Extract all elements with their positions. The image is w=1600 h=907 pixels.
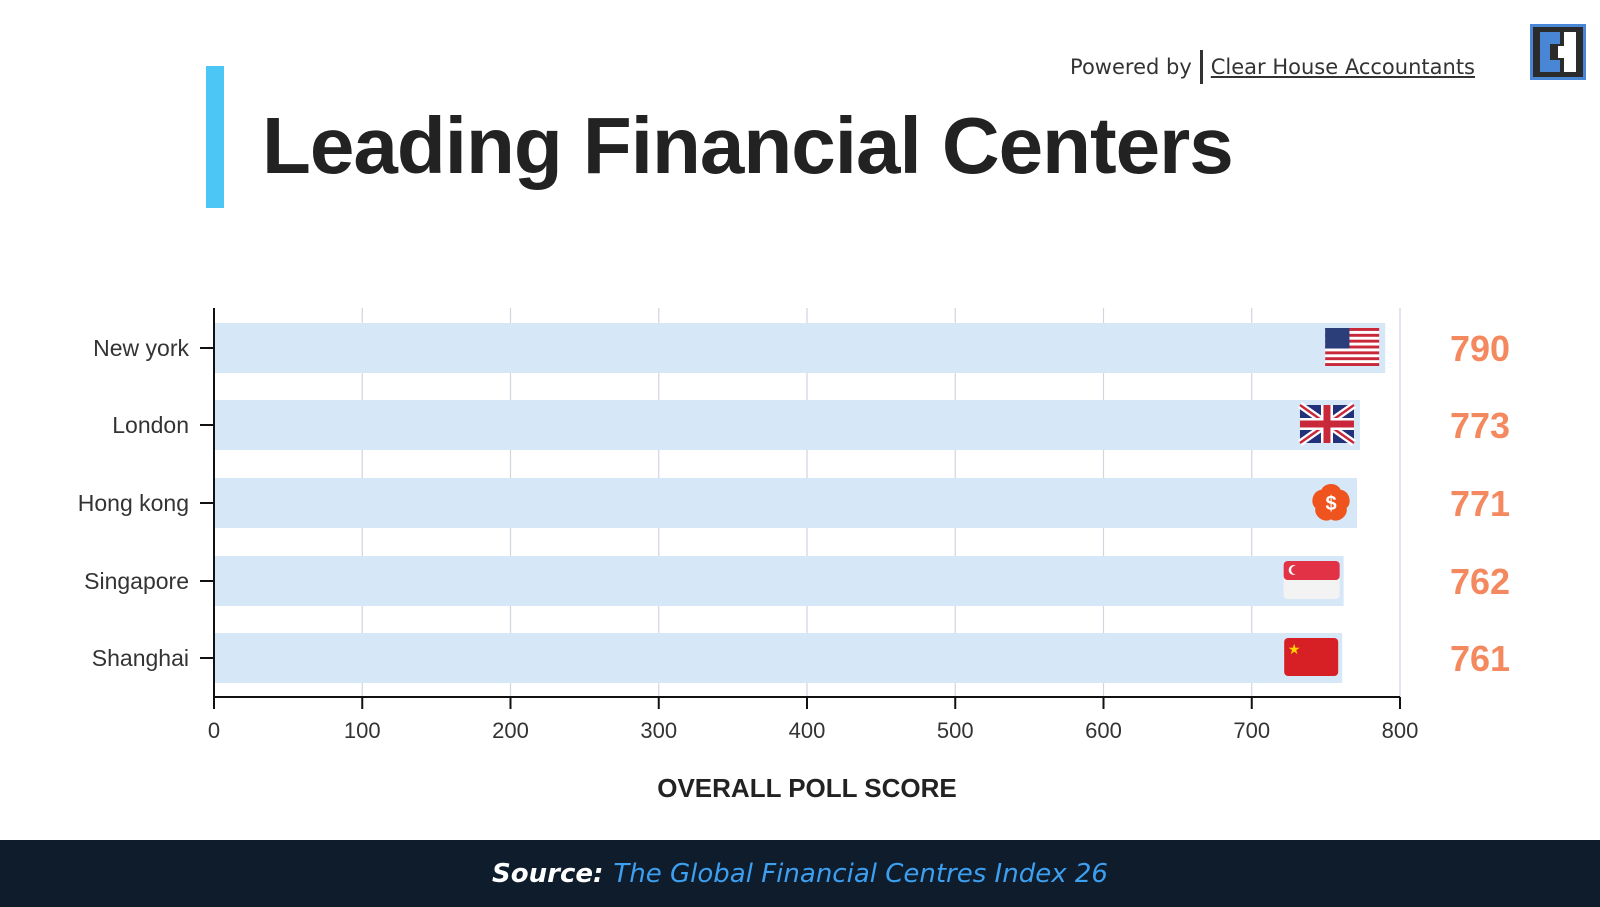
title-accent-bar: [206, 66, 224, 208]
source-label: Source:: [492, 858, 604, 889]
category-label: Singapore: [84, 568, 189, 594]
powered-by-divider: [1199, 50, 1203, 84]
singapore-flag-icon: [1283, 561, 1340, 599]
x-tick-label: 700: [1233, 718, 1270, 743]
china-flag-icon: ★: [1284, 638, 1339, 676]
x-tick-label: 800: [1382, 718, 1419, 743]
powered-by: Powered by Clear House Accountants: [1070, 50, 1475, 84]
x-tick-label: 600: [1085, 718, 1122, 743]
value-label: 790: [1450, 328, 1510, 369]
bars: 790 773 $ 771 762 ★ 761: [214, 323, 1510, 683]
source-footer: Source: The Global Financial Centres Ind…: [0, 840, 1600, 907]
category-label: Shanghai: [92, 645, 189, 671]
page-title: Leading Financial Centers: [262, 101, 1234, 190]
uk-flag-icon: [1297, 402, 1356, 446]
value-label: 762: [1450, 561, 1510, 602]
x-axis-title: OVERALL POLL SCORE: [657, 773, 957, 803]
bar: [214, 556, 1344, 606]
x-tick-label: 500: [937, 718, 974, 743]
powered-by-label: Powered by: [1070, 55, 1192, 79]
hong-kong-flag-icon: $: [1312, 484, 1350, 521]
bar: [214, 400, 1360, 450]
category-label: London: [112, 412, 189, 438]
x-tick-label: 0: [208, 718, 220, 743]
x-tick-label: 400: [789, 718, 826, 743]
svg-text:★: ★: [1288, 642, 1301, 658]
value-label: 761: [1450, 638, 1510, 679]
clear-house-logo-icon[interactable]: [1530, 24, 1586, 80]
value-label: 773: [1450, 405, 1510, 446]
usa-flag-icon: [1325, 328, 1380, 366]
category-label: New york: [93, 335, 189, 361]
value-label: 771: [1450, 483, 1510, 524]
x-tick-label: 300: [640, 718, 677, 743]
bar-chart: 790 773 $ 771 762 ★ 761 New york London Hong kon…: [78, 308, 1510, 803]
source-link[interactable]: The Global Financial Centres Index 26: [613, 858, 1108, 889]
bar: [214, 478, 1358, 528]
svg-text:$: $: [1325, 493, 1336, 515]
axes: New york London Hong kong Singapore Shanghai…: [78, 308, 1419, 743]
brand-link[interactable]: Clear House Accountants: [1210, 55, 1475, 79]
bar: [214, 633, 1343, 683]
x-tick-label: 200: [492, 718, 529, 743]
x-tick-label: 100: [344, 718, 381, 743]
category-label: Hong kong: [78, 490, 189, 516]
bar: [214, 323, 1386, 373]
